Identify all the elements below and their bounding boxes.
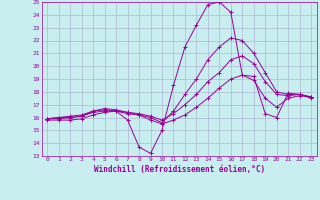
X-axis label: Windchill (Refroidissement éolien,°C): Windchill (Refroidissement éolien,°C) — [94, 165, 265, 174]
